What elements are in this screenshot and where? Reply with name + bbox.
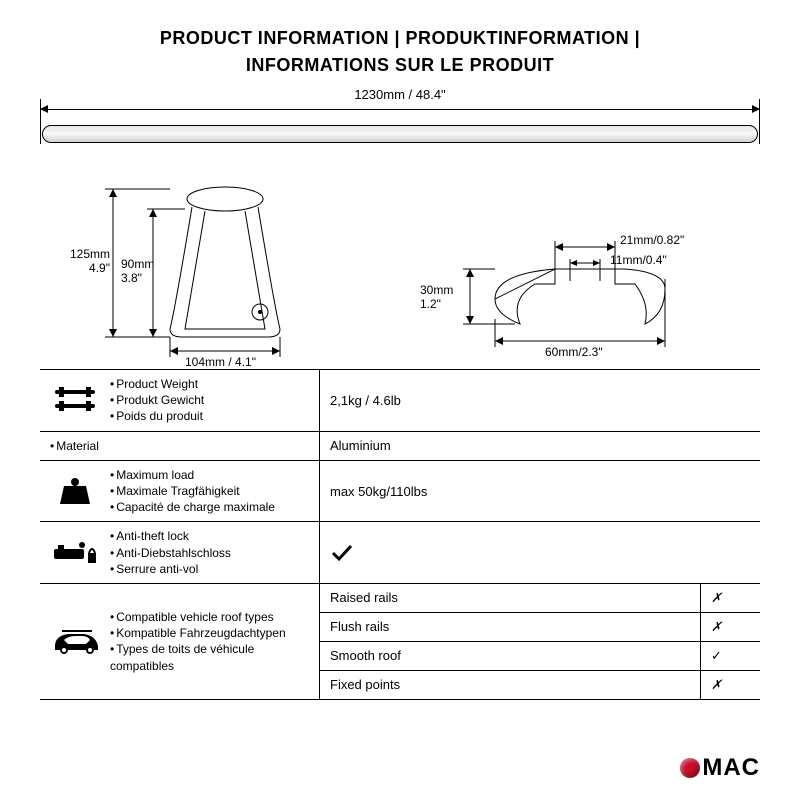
- bar-length-diagram: 1230mm / 48.4": [40, 89, 760, 159]
- page-title: PRODUCT INFORMATION | PRODUKTINFORMATION…: [40, 25, 760, 79]
- compat-smooth: Smooth roof: [320, 642, 700, 671]
- profile-slot-gap: 11mm/0.4": [610, 253, 667, 267]
- foot-h-inner: 90mm: [121, 257, 154, 271]
- compat-raised: Raised rails: [320, 584, 700, 613]
- row-weight-value: 2,1kg / 4.6lb: [320, 370, 760, 432]
- row-load-value: max 50kg/110lbs: [320, 461, 760, 523]
- weight-icon: [50, 476, 100, 506]
- foot-width: 104mm / 4.1": [185, 355, 256, 369]
- foot-h-outer: 125mm: [70, 247, 110, 261]
- row-compat-values: Raised rails ✗ Flush rails ✗ Smooth roof…: [320, 584, 760, 700]
- title-line-2: INFORMATIONS SUR LE PRODUIT: [40, 52, 760, 79]
- foot-diagram: 125mm 4.9" 90mm 3.8" 104mm / 4.1": [75, 179, 345, 359]
- profile-width: 60mm/2.3": [545, 345, 603, 359]
- title-line-1: PRODUCT INFORMATION | PRODUKTINFORMATION…: [40, 25, 760, 52]
- row-weight-label: Product Weight Produkt Gewicht Poids du …: [40, 370, 320, 432]
- row-compat-label: Compatible vehicle roof types Kompatible…: [40, 584, 320, 700]
- row-material-label: Material: [40, 432, 320, 461]
- row-lock-value: [320, 522, 760, 584]
- profile-diagram: 21mm/0.82" 11mm/0.4" 30mm 1.2" 60mm/2.3": [415, 219, 725, 359]
- bars-icon: [50, 386, 100, 414]
- row-load-label: Maximum load Maximale Tragfähigkeit Capa…: [40, 461, 320, 523]
- logo-dot-icon: [680, 758, 700, 778]
- car-icon: [50, 626, 100, 656]
- compat-flush: Flush rails: [320, 613, 700, 642]
- spec-table: Product Weight Produkt Gewicht Poids du …: [40, 369, 760, 700]
- bar-length-label: 1230mm / 48.4": [40, 87, 760, 102]
- row-material-value: Aluminium: [320, 432, 760, 461]
- brand-logo: MAC: [680, 754, 760, 782]
- row-lock-label: Anti-theft lock Anti-Diebstahlschloss Se…: [40, 522, 320, 584]
- lock-icon: [50, 539, 100, 567]
- logo-text: MAC: [702, 754, 760, 782]
- bar-shape: [42, 125, 758, 143]
- compat-fixed: Fixed points: [320, 671, 700, 699]
- profile-slot-w: 21mm/0.82": [620, 233, 684, 247]
- profile-height: 30mm: [420, 283, 453, 297]
